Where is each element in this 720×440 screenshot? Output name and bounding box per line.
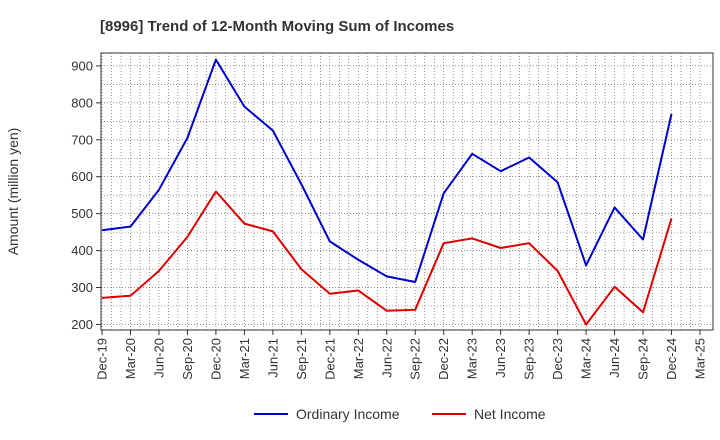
- x-tick-label: Jun-22: [379, 338, 394, 378]
- chart-title: [8996] Trend of 12-Month Moving Sum of I…: [100, 18, 454, 35]
- y-axis-label: Amount (million yen): [5, 128, 21, 256]
- x-tick-label: Jun-24: [607, 338, 622, 378]
- y-tick-label: 500: [71, 206, 93, 221]
- x-tick-label: Dec-19: [95, 338, 110, 380]
- x-tick-label: Dec-21: [322, 338, 337, 380]
- x-tick-label: Sep-20: [180, 338, 195, 380]
- x-tick-label: Dec-20: [208, 338, 223, 380]
- y-axis: 200 300 400 500 600 700 800 900: [71, 58, 101, 332]
- x-tick-label: Mar-21: [237, 338, 252, 379]
- legend: Ordinary Income Net Income: [254, 406, 546, 422]
- grid-lines: [101, 53, 713, 330]
- x-tick-label: Mar-24: [579, 338, 594, 379]
- x-tick-label: Mar-22: [351, 338, 366, 379]
- x-tick-label: Mar-23: [465, 338, 480, 379]
- x-tick-label: Dec-23: [550, 338, 565, 380]
- y-tick-label: 300: [71, 280, 93, 295]
- x-tick-label: Dec-22: [436, 338, 451, 380]
- legend-label: Net Income: [474, 406, 546, 422]
- x-tick-label: Dec-24: [664, 338, 679, 380]
- series-line-ordinary-income: [101, 58, 673, 283]
- y-tick-label: 400: [71, 243, 93, 258]
- x-tick-label: Sep-22: [408, 338, 423, 380]
- series-line-net-income: [101, 190, 673, 326]
- x-tick-label: Jun-21: [265, 338, 280, 378]
- series-layer: [101, 58, 673, 326]
- plot-area: [100, 52, 714, 331]
- legend-label: Ordinary Income: [296, 406, 400, 422]
- x-tick-label: Jun-20: [151, 338, 166, 378]
- y-tick-label: 700: [71, 132, 93, 147]
- y-tick-label: 900: [71, 58, 93, 73]
- x-axis: Dec-19 Mar-20 Jun-20 Sep-20 Dec-20 Mar-21 Jun-…: [95, 330, 708, 380]
- x-tick-label: Mar-25: [693, 338, 708, 379]
- y-tick-label: 600: [71, 169, 93, 184]
- x-tick-label: Mar-20: [123, 338, 138, 379]
- y-tick-label: 800: [71, 95, 93, 110]
- x-tick-label: Sep-23: [522, 338, 537, 380]
- x-tick-label: Sep-24: [636, 338, 651, 380]
- x-tick-label: Jun-23: [493, 338, 508, 378]
- y-tick-label: 200: [71, 317, 93, 332]
- x-tick-label: Sep-21: [294, 338, 309, 380]
